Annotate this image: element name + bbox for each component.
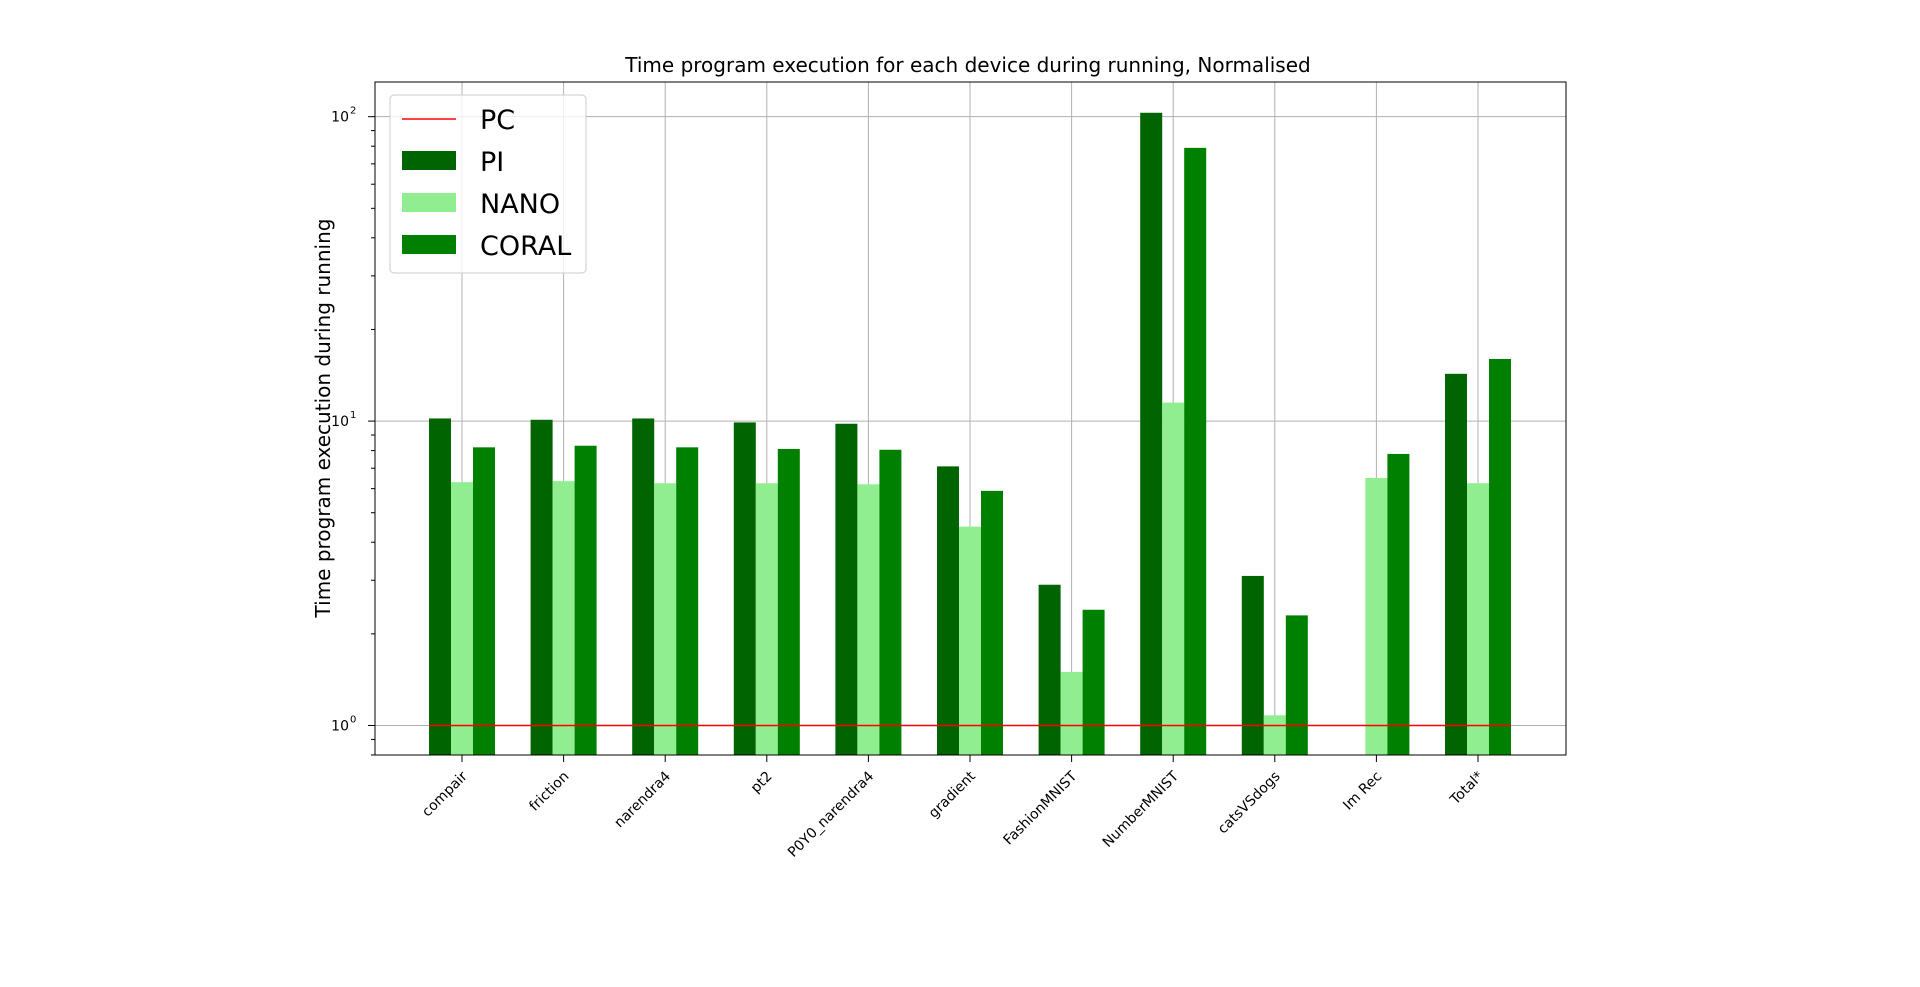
- y-tick-label-exponent: 2: [350, 106, 356, 117]
- bar: [632, 418, 655, 755]
- bar: [755, 483, 778, 755]
- bar: [1285, 615, 1308, 755]
- bar: [1489, 358, 1511, 755]
- y-axis-label: Time program execution during running: [311, 219, 335, 619]
- bar: [1184, 147, 1207, 755]
- legend-label: CORAL: [480, 231, 571, 262]
- bar: [676, 447, 699, 755]
- bar: [1060, 671, 1083, 755]
- bar: [1038, 584, 1061, 755]
- legend-color-swatch: [402, 193, 456, 212]
- bar: [1162, 402, 1185, 755]
- legend-color-swatch: [402, 235, 456, 254]
- y-tick-label: 10: [331, 110, 349, 126]
- bar: [451, 482, 473, 755]
- chart-title: Time program execution for each device d…: [624, 53, 1310, 77]
- y-tick-label: 10: [331, 718, 349, 734]
- bar: [654, 483, 677, 755]
- y-tick-label-exponent: 1: [350, 410, 356, 421]
- y-tick-label-exponent: 0: [350, 714, 356, 725]
- bar: [777, 448, 800, 755]
- bar: [959, 526, 981, 755]
- bar: [1445, 373, 1467, 755]
- legend: PC PI NANO CORAL: [389, 94, 587, 274]
- legend-label: NANO: [480, 189, 560, 220]
- bar: [1365, 478, 1388, 755]
- bar: [835, 423, 858, 755]
- bar: [530, 419, 553, 755]
- bar: [1387, 453, 1410, 755]
- y-tick-label: 10: [331, 414, 349, 430]
- bar: [937, 466, 959, 755]
- legend-label: PC: [480, 105, 515, 136]
- legend-box: [389, 94, 587, 274]
- bar: [1082, 609, 1105, 755]
- legend-color-swatch: [402, 151, 456, 170]
- legend-label: PI: [480, 147, 504, 178]
- bar: [981, 490, 1003, 755]
- bar: [1140, 112, 1163, 755]
- bar: [574, 445, 597, 755]
- bar: [473, 447, 495, 755]
- bar: [857, 484, 880, 755]
- bar: [1241, 575, 1264, 755]
- bar: [429, 418, 451, 755]
- bar: [733, 422, 756, 755]
- bar: [1263, 715, 1286, 755]
- bars: [429, 112, 1511, 755]
- bar: [1467, 483, 1489, 755]
- bar: [552, 481, 575, 755]
- bar: [879, 449, 902, 755]
